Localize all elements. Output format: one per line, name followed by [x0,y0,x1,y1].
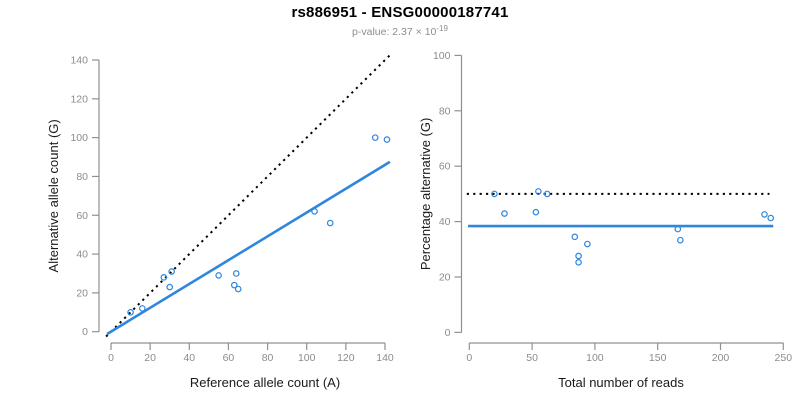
x-tick-label: 140 [376,352,394,364]
data-point [326,219,334,227]
x-tick-label: 20 [144,352,156,364]
x-tick-label: 80 [262,352,274,364]
x-tick-label: 120 [337,352,355,364]
data-point [767,214,775,222]
data-point [383,136,391,143]
y-tick-label: 120 [70,93,88,105]
data-point [571,233,579,241]
x-tick-label: 100 [298,352,316,364]
y-tick-label: 20 [439,272,451,284]
data-point [166,283,174,291]
data-point [139,305,146,312]
data-point [535,188,542,195]
data-point [168,268,175,275]
data-point [543,190,551,198]
x-axis-label: Reference allele count (A) [190,375,340,390]
x-axis-label: Total number of reads [558,375,684,390]
y-tick-label: 100 [70,132,88,144]
y-tick-label: 60 [439,161,451,173]
y-tick-label: 80 [76,171,88,183]
data-point [532,208,540,216]
y-tick-label: 40 [76,249,88,261]
data-point [311,208,318,215]
identity-line-dotted [105,54,391,338]
y-tick-label: 80 [439,105,451,117]
fit-line-solid [106,160,391,336]
data-point [234,285,242,293]
x-tick-label: 0 [466,352,472,364]
y-axis-label: Alternative allele count (G) [46,119,61,272]
x-tick-label: 150 [649,352,667,364]
data-point [575,259,582,266]
data-point [215,272,222,279]
y-axis-label: Percentage alternative (G) [418,118,433,270]
data-point [575,252,582,260]
data-point [677,236,684,244]
percentage-vs-reads-scatter: 0 50 100 150 200 250 0 20 40 60 80 100 Total number … [418,50,792,390]
y-tick-label: 140 [70,55,88,67]
data-point [584,240,591,248]
data-point [674,225,682,233]
y-tick-label: 0 [82,326,88,338]
data-point [232,270,240,277]
y-tick-label: 20 [76,287,88,299]
data-point [501,210,508,217]
x-tick-label: 200 [712,352,730,364]
y-tick-label: 40 [439,216,451,228]
y-tick-label: 100 [433,50,451,62]
x-tick-label: 50 [526,352,538,364]
y-tick-label: 60 [76,210,88,222]
data-point [160,274,168,281]
x-tick-label: 40 [183,352,195,364]
allele-count-scatter: 0 20 40 60 80 100 120 140 0 20 40 60 80 100 120 140 Refe… [46,54,394,390]
x-tick-label: 0 [108,352,114,364]
data-point [231,281,238,289]
x-tick-label: 250 [775,352,793,364]
data-point [371,134,379,141]
data-point [491,190,498,198]
x-tick-label: 60 [223,352,235,364]
y-tick-label: 0 [445,327,451,339]
data-point [761,211,768,218]
data-point [127,308,134,316]
x-tick-label: 100 [586,352,604,364]
